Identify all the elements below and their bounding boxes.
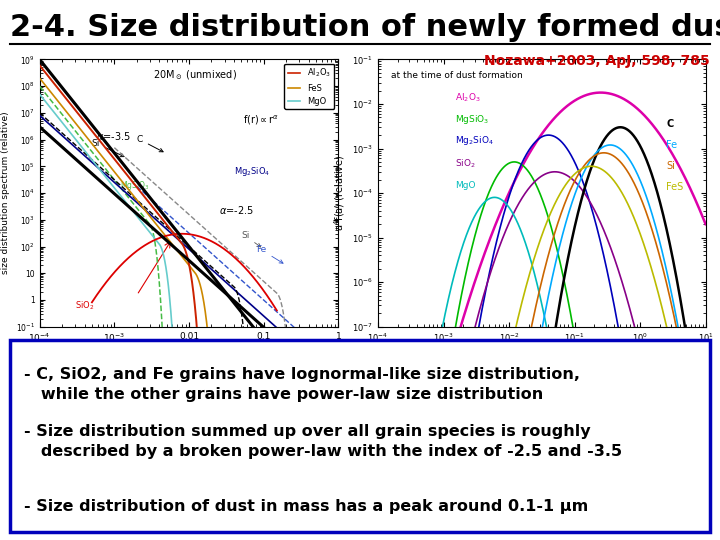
Text: Fe: Fe	[666, 140, 678, 151]
Text: Si: Si	[92, 139, 124, 157]
Text: SiO$_2$: SiO$_2$	[455, 157, 476, 170]
Text: - C, SiO2, and Fe grains have lognormal-like size distribution,
   while the oth: - C, SiO2, and Fe grains have lognormal-…	[24, 367, 580, 402]
Text: FeS: FeS	[666, 181, 683, 192]
Text: Si: Si	[666, 161, 675, 171]
Text: - Size distribution summed up over all grain species is roughly
   described by : - Size distribution summed up over all g…	[24, 424, 622, 459]
Text: C: C	[666, 119, 673, 129]
Text: Nozawa+2003, ApJ, 598, 785: Nozawa+2003, ApJ, 598, 785	[484, 54, 710, 68]
Text: MgO: MgO	[455, 181, 475, 190]
Y-axis label: a$^4$f(a) (relative): a$^4$f(a) (relative)	[332, 155, 346, 231]
Text: SiO$_2$: SiO$_2$	[76, 299, 95, 312]
Text: Fe: Fe	[256, 246, 283, 263]
Text: at the time of dust formation: at the time of dust formation	[391, 71, 523, 80]
Text: 20M$_\odot$ (unmixed): 20M$_\odot$ (unmixed)	[153, 69, 237, 82]
Text: Mg$_2$SiO$_4$: Mg$_2$SiO$_4$	[455, 134, 494, 147]
Text: MgSiO$_3$: MgSiO$_3$	[120, 179, 150, 192]
Text: Mg$_2$SiO$_4$: Mg$_2$SiO$_4$	[234, 165, 270, 178]
Text: C: C	[137, 135, 163, 152]
X-axis label: grain radius (μm): grain radius (μm)	[496, 349, 588, 360]
Text: $\alpha$=-3.5: $\alpha$=-3.5	[96, 130, 131, 141]
FancyBboxPatch shape	[10, 340, 710, 532]
Text: 2-4. Size distribution of newly formed dust: 2-4. Size distribution of newly formed d…	[10, 14, 720, 43]
Text: Al$_2$O$_3$: Al$_2$O$_3$	[455, 91, 481, 104]
Legend: Al$_2$O$_3$, FeS, MgO: Al$_2$O$_3$, FeS, MgO	[284, 64, 334, 109]
Text: - Size distribution of dust in mass has a peak around 0.1-1 μm: - Size distribution of dust in mass has …	[24, 500, 588, 515]
X-axis label: grain radius; a (μm): grain radius; a (μm)	[137, 349, 241, 360]
Text: Si: Si	[241, 232, 261, 247]
Text: $\alpha$=-2.5: $\alpha$=-2.5	[219, 205, 253, 217]
Text: f(r)$\propto$r$^\alpha$: f(r)$\propto$r$^\alpha$	[243, 113, 279, 127]
Y-axis label: size distribution spectrum (relative): size distribution spectrum (relative)	[1, 112, 10, 274]
Text: MgSiO$_3$: MgSiO$_3$	[455, 113, 490, 126]
